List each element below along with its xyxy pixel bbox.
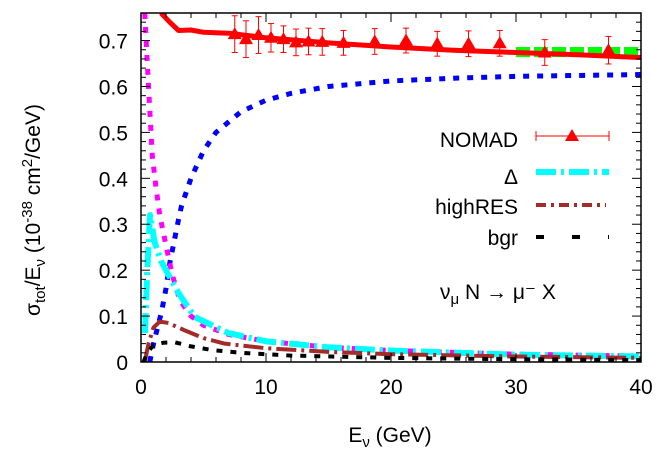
y-tick-label: 0.2 [99, 260, 128, 283]
nomad-marker [399, 33, 413, 46]
y-tick-label: 0.4 [99, 168, 129, 191]
ticks-layer [140, 12, 642, 363]
y-tick-label: 0.3 [99, 214, 128, 237]
legend-label-nomad: NOMAD [440, 129, 518, 152]
series-curve-6 [159, 13, 641, 61]
x-tick-label: 10 [254, 376, 277, 399]
series-- [142, 212, 641, 360]
legend-label-delta: Δ [504, 166, 518, 189]
y-tick-label: 0.7 [99, 31, 128, 54]
nomad-point [264, 23, 278, 53]
tick-labels: 0 10 20 30 40 0 0.1 0.2 0.3 0.4 0.5 0.6 0.7 [99, 31, 653, 399]
curves-layer [141, 13, 641, 362]
nomad-marker [461, 36, 476, 49]
x-tick-label: 20 [379, 376, 402, 399]
x-tick-label: 40 [629, 376, 652, 399]
nomad-marker [537, 45, 552, 58]
nomad-marker [336, 35, 351, 48]
nomad-point [251, 16, 266, 54]
legend-label-bgr: bgr [488, 227, 518, 250]
y-axis-label: σtot/Eν (10-38 cm2/GeV) [19, 104, 49, 316]
legend-label-highres: highRES [435, 196, 518, 219]
series-curve-4 [147, 72, 641, 362]
nomad-point [461, 30, 476, 58]
nomad-point [239, 20, 253, 59]
nomad-marker [289, 35, 303, 48]
x-axis-label: Eν (GeV) [348, 424, 431, 451]
nomad-point [276, 25, 291, 53]
nomad-point [301, 27, 316, 56]
nomad-marker [239, 32, 253, 45]
plot-frame [140, 12, 642, 363]
nomad-marker [367, 34, 382, 47]
x-tick-label: 30 [504, 376, 527, 399]
series-curve-5 [142, 13, 641, 359]
nomad-point [399, 27, 413, 54]
nomad-point [315, 28, 330, 56]
nomad-point [336, 29, 351, 56]
nomad-point [289, 28, 303, 57]
nomad-marker [301, 34, 316, 47]
y-tick-label: 0 [116, 352, 128, 375]
nomad-marker [264, 30, 278, 43]
nomad-marker [276, 32, 291, 45]
y-tick-label: 0.6 [99, 76, 128, 99]
reaction-annotation: νμ N → μ⁻ X [440, 281, 556, 308]
nomad-marker [601, 43, 616, 56]
nomad-point [227, 15, 242, 53]
nomad-marker [315, 34, 330, 47]
nomad-point [601, 35, 616, 65]
y-tick-label: 0.5 [99, 122, 128, 145]
nomad-marker [227, 27, 242, 40]
series-bgr [141, 340, 641, 362]
x-tick-label: 0 [135, 376, 147, 399]
nomad-marker [492, 36, 507, 49]
nomad-marker [251, 28, 266, 41]
nomad-marker [430, 36, 445, 49]
nomad-point [430, 30, 445, 57]
legend-sample-nomad [535, 129, 610, 141]
y-tick-label: 0.1 [99, 306, 128, 329]
legend: NOMAD Δ highRES bgr [435, 129, 610, 250]
nomad-point [537, 39, 552, 66]
nomad-point [367, 28, 382, 55]
nomad-point [492, 29, 507, 57]
